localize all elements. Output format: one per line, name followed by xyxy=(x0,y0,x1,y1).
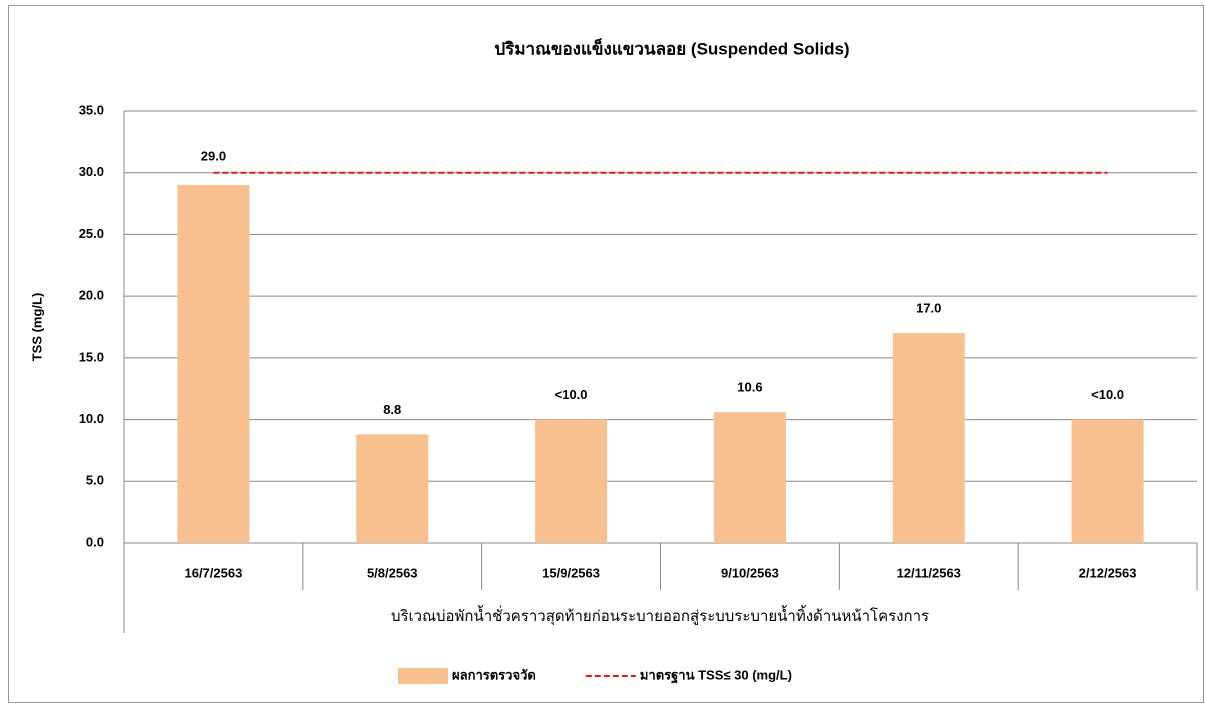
y-tick-label: 0.0 xyxy=(86,534,104,549)
legend-swatch xyxy=(398,668,448,684)
chart-title: ปริมาณของแข็งแขวนลอย (Suspended Solids) xyxy=(494,36,849,58)
data-label: <10.0 xyxy=(1091,387,1124,402)
x-tick-label: 12/11/2563 xyxy=(897,565,961,580)
y-tick-label: 25.0 xyxy=(79,226,104,241)
y-tick-label: 20.0 xyxy=(79,288,104,303)
data-label: 10.6 xyxy=(737,380,762,395)
legend-label: มาตรฐาน TSS≤ 30 (mg/L) xyxy=(640,667,792,684)
bar xyxy=(713,412,786,543)
y-tick-label: 30.0 xyxy=(79,164,104,179)
bar xyxy=(356,434,429,543)
bar xyxy=(892,333,965,543)
x-tick-label: 15/9/2563 xyxy=(542,565,600,580)
x-tick-label: 2/12/2563 xyxy=(1079,565,1137,580)
bar xyxy=(177,185,250,544)
y-tick-label: 10.0 xyxy=(79,411,104,426)
bar xyxy=(535,419,608,543)
data-label: 29.0 xyxy=(201,148,226,163)
x-tick-label: 9/10/2563 xyxy=(721,565,779,580)
bar xyxy=(1071,419,1144,543)
data-label: 8.8 xyxy=(383,402,401,417)
y-tick-label: 15.0 xyxy=(79,349,104,364)
legend-label: ผลการตรวจวัด xyxy=(452,667,536,682)
x-axis-label: บริเวณบ่อพักน้ำชั่วคราวสุดท้ายก่อนระบายอ… xyxy=(391,605,929,626)
data-label: 17.0 xyxy=(916,301,941,316)
y-axis-label: TSS (mg/L) xyxy=(29,293,44,362)
x-tick-label: 16/7/2563 xyxy=(184,565,242,580)
y-tick-label: 35.0 xyxy=(79,102,104,117)
y-tick-label: 5.0 xyxy=(86,473,104,488)
x-tick-label: 5/8/2563 xyxy=(367,565,418,580)
data-label: <10.0 xyxy=(555,387,588,402)
